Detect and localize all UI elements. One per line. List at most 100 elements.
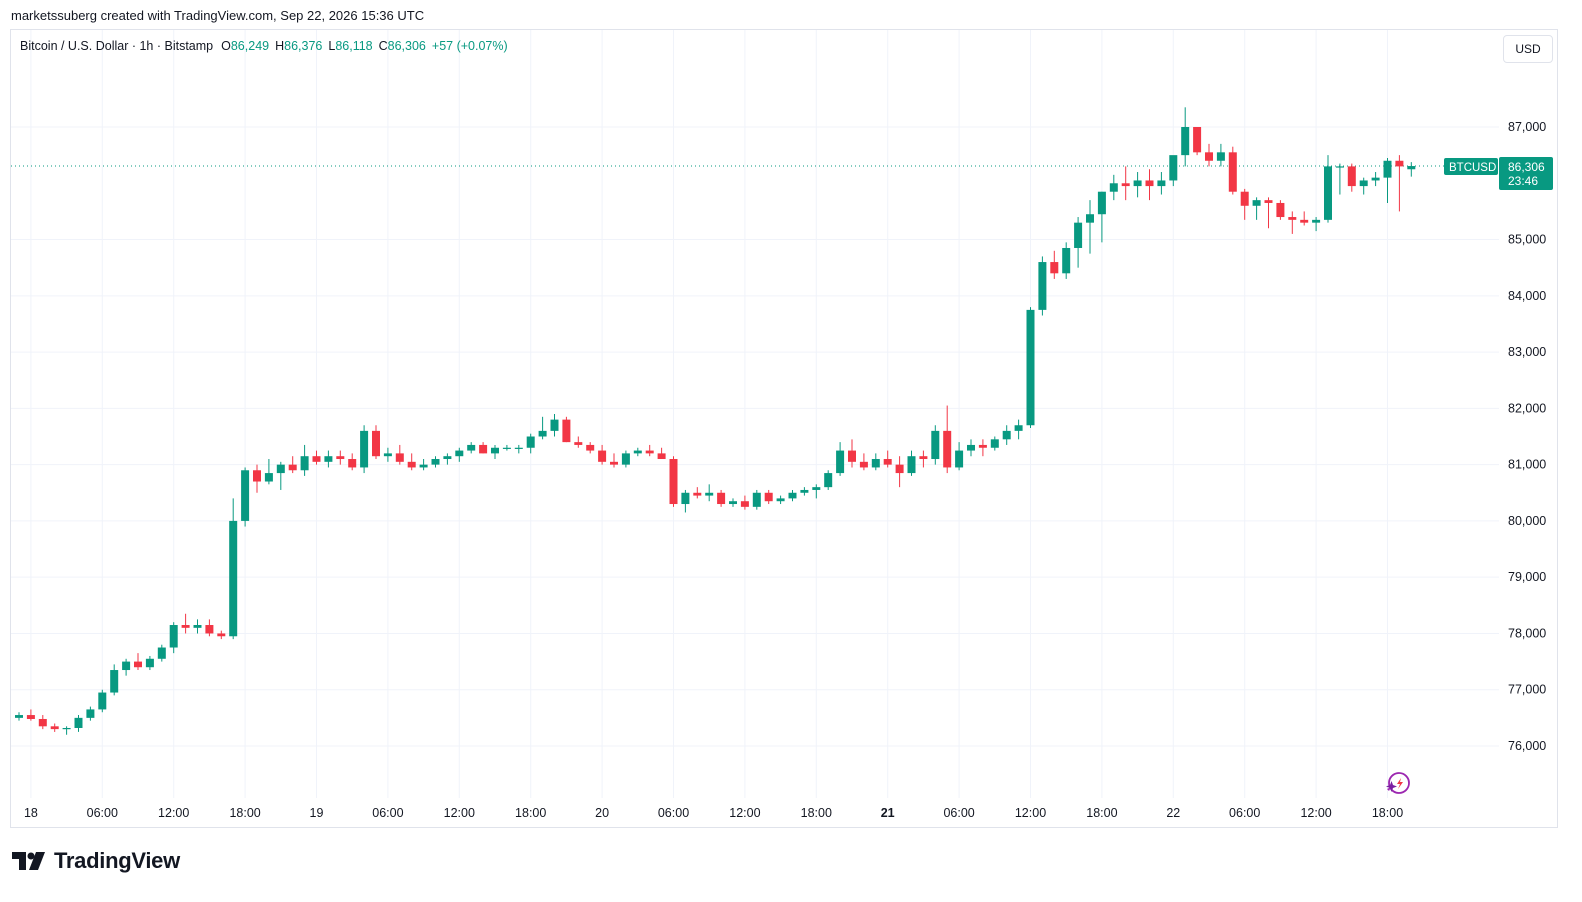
chart-credit: marketssuberg created with TradingView.c… — [11, 8, 425, 23]
candle-body — [1359, 180, 1368, 187]
candle — [193, 619, 202, 634]
candle-body — [1026, 309, 1035, 426]
candle — [217, 630, 226, 640]
candle-body — [407, 461, 416, 468]
candle — [1383, 157, 1392, 203]
candle-body — [383, 453, 392, 457]
candle — [693, 487, 702, 499]
candle — [1193, 127, 1202, 156]
candle — [1145, 169, 1154, 201]
candle — [776, 495, 785, 505]
candle-body — [740, 501, 749, 507]
candle-body — [788, 492, 797, 499]
candle-body — [1002, 430, 1011, 440]
candle-body — [1252, 200, 1261, 206]
candle-body — [621, 453, 630, 465]
candle — [895, 456, 904, 488]
candle-body — [1086, 214, 1094, 223]
candle — [1014, 419, 1023, 440]
candle-body — [193, 625, 202, 628]
y-tick-label: 77,000 — [1508, 683, 1546, 697]
tradingview-logo[interactable]: TradingView — [12, 848, 180, 874]
candle — [479, 442, 488, 454]
candle-body — [229, 520, 238, 637]
candle — [907, 450, 916, 476]
candle — [502, 444, 511, 451]
candle — [98, 689, 107, 713]
candle-body — [1312, 219, 1321, 223]
candle — [812, 484, 821, 499]
candle — [38, 715, 47, 730]
candle — [74, 715, 83, 732]
candle-body — [1050, 262, 1059, 274]
legend-high-label: H — [275, 39, 285, 53]
candle — [598, 444, 607, 465]
currency-button[interactable]: USD — [1503, 35, 1553, 63]
candle — [943, 405, 952, 474]
legend-open-label: O — [221, 39, 231, 53]
candle — [241, 467, 250, 527]
candle-body — [348, 459, 357, 468]
candle — [740, 495, 749, 510]
candle-body — [1276, 202, 1285, 218]
magic-wand-icon[interactable] — [1386, 772, 1410, 794]
candle-body — [574, 442, 583, 445]
candle-body — [919, 456, 928, 460]
candle-body — [693, 492, 702, 496]
candle-body — [1407, 166, 1416, 170]
candle-body — [467, 444, 476, 451]
x-tick-label: 18:00 — [1086, 806, 1117, 820]
candle-body — [300, 456, 309, 471]
candle-body — [1133, 180, 1142, 187]
x-tick-label: 12:00 — [444, 806, 475, 820]
candle — [122, 658, 131, 676]
candle-body — [812, 487, 821, 490]
candle — [467, 442, 476, 454]
candle — [62, 726, 71, 735]
candle — [1169, 155, 1178, 187]
candle — [1002, 425, 1011, 445]
candle-body — [848, 450, 856, 462]
price-badge-symbol: BTCUSD — [1449, 162, 1496, 174]
candle-body — [1335, 166, 1344, 168]
candle — [1038, 256, 1047, 316]
candle-body — [264, 473, 273, 482]
candle-body — [943, 430, 952, 468]
x-tick-label: 06:00 — [87, 806, 118, 820]
candle-body — [1347, 166, 1356, 187]
x-tick-label: 18 — [24, 806, 38, 820]
candle — [978, 439, 987, 457]
candle-body — [1383, 160, 1392, 178]
candle-body — [1264, 200, 1273, 203]
candle-body — [657, 453, 666, 460]
candle — [300, 444, 309, 476]
candle — [669, 456, 678, 507]
candle-body — [110, 670, 119, 693]
candle-body — [455, 450, 464, 457]
legend-change-value: +57 (+0.07%) — [431, 39, 508, 53]
candle — [562, 416, 571, 443]
x-tick-label: 18:00 — [1372, 806, 1403, 820]
candle — [264, 459, 273, 485]
chart-frame — [10, 29, 1558, 828]
x-tick-label: 06:00 — [658, 806, 689, 820]
candle-body — [1109, 183, 1118, 192]
candle-body — [431, 459, 440, 465]
price-badge-value-bg — [1499, 157, 1553, 190]
y-tick-label: 82,000 — [1508, 401, 1546, 415]
candle-body — [978, 444, 987, 448]
candle — [1157, 172, 1166, 195]
candle — [1359, 177, 1368, 195]
candle — [134, 653, 142, 671]
candle-body — [800, 489, 809, 493]
x-tick-label: 19 — [310, 806, 324, 820]
legend-symbol[interactable]: Bitcoin / U.S. Dollar · 1h · Bitstamp — [20, 39, 214, 53]
candle — [657, 447, 666, 460]
candle-body — [241, 470, 250, 521]
legend-low-value: 86,118 — [335, 39, 373, 53]
candle — [538, 416, 547, 440]
candle — [1026, 307, 1035, 429]
candle — [288, 456, 297, 474]
candle — [145, 655, 154, 671]
